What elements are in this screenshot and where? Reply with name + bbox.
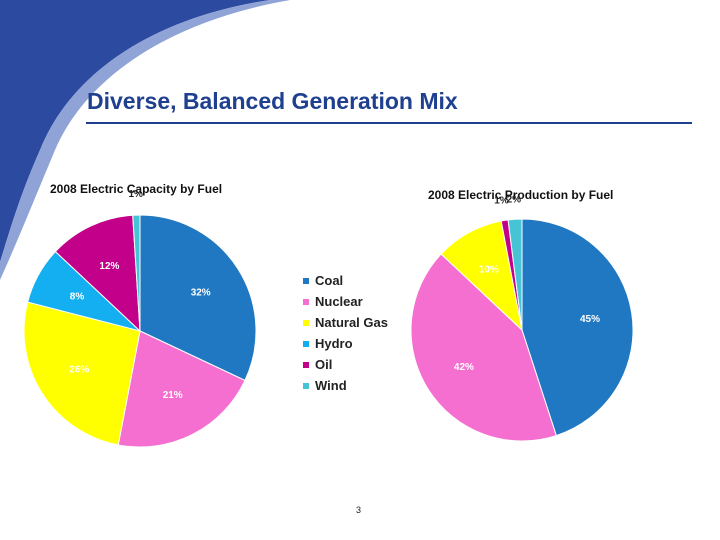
legend-swatch-oil — [303, 361, 309, 368]
page-number: 3 — [356, 505, 362, 515]
legend-swatch-nuclear — [303, 298, 309, 305]
legend-label-oil: Oil — [315, 357, 333, 372]
slide-title: Diverse, Balanced Generation Mix — [87, 88, 458, 114]
capacity-slice-coal — [139, 214, 257, 382]
capacity-chart-title: 2008 Electric Capacity by Fuel — [50, 182, 223, 196]
production-label-oil: 1% — [494, 196, 509, 207]
legend-swatch-coal — [303, 277, 309, 284]
legend-item-natural-gas: Natural Gas — [303, 312, 388, 333]
capacity-slice-wind — [132, 214, 141, 332]
legend-item-coal: Coal — [303, 270, 388, 291]
legend-item-wind: Wind — [303, 375, 388, 396]
title-divider — [86, 122, 692, 124]
legend-swatch-wind — [303, 382, 309, 389]
capacity-label-wind: 1% — [128, 189, 143, 200]
legend-label-nuclear: Nuclear — [315, 294, 363, 309]
production-label-coal: 45% — [580, 314, 600, 325]
capacity-label-natural-gas: 26% — [69, 365, 89, 376]
capacity-label-hydro: 8% — [70, 291, 85, 302]
capacity-slice-oil — [54, 214, 141, 333]
legend-item-oil: Oil — [303, 354, 388, 375]
capacity-slice-nuclear — [117, 330, 246, 448]
production-label-wind: 2% — [507, 194, 522, 205]
production-slice-wind — [507, 218, 523, 331]
capacity-label-nuclear: 21% — [163, 390, 183, 401]
legend-label-hydro: Hydro — [315, 336, 353, 351]
production-label-natural-gas: 10% — [479, 265, 499, 276]
production-label-nuclear: 42% — [454, 362, 474, 373]
legend-item-nuclear: Nuclear — [303, 291, 388, 312]
production-slice-nuclear — [410, 253, 557, 442]
legend-swatch-hydro — [303, 340, 309, 347]
capacity-label-coal: 32% — [191, 288, 211, 299]
legend-label-coal: Coal — [315, 273, 344, 288]
legend-item-hydro: Hydro — [303, 333, 388, 354]
production-chart-title: 2008 Electric Production by Fuel — [428, 188, 614, 202]
production-slice-coal — [521, 218, 634, 437]
capacity-label-oil: 12% — [99, 261, 119, 272]
fuel-legend: Coal Nuclear Natural Gas Hydro Oil Wind — [303, 270, 388, 396]
capacity-slice-natural-gas — [23, 301, 141, 446]
legend-label-natural-gas: Natural Gas — [315, 315, 388, 330]
legend-swatch-natural-gas — [303, 319, 309, 326]
legend-label-wind: Wind — [315, 378, 347, 393]
